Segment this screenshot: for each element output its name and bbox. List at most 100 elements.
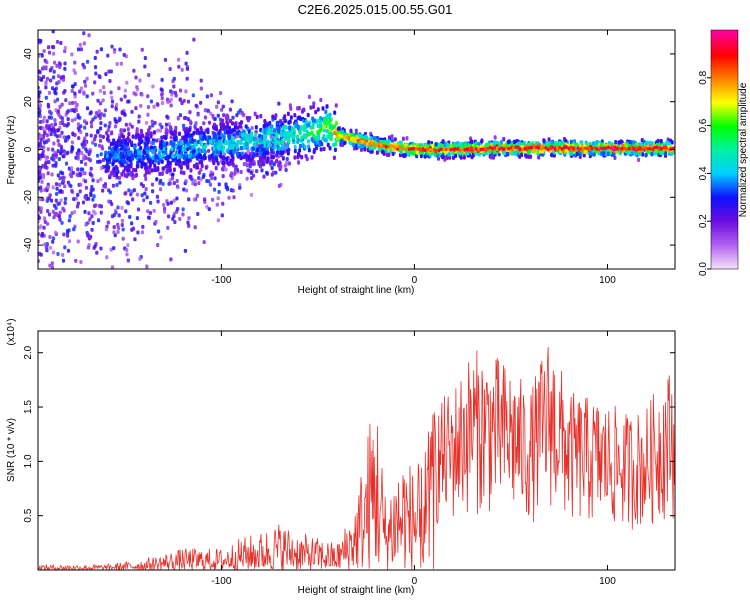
spectrogram-cell — [176, 206, 180, 211]
spectrogram-cell — [131, 167, 135, 173]
spectrogram-ridge-cell — [380, 143, 383, 147]
spectrogram-cell — [150, 119, 154, 125]
spectrogram-cell — [293, 112, 297, 118]
spectrogram-cell — [70, 211, 74, 216]
colorbar-strip — [711, 63, 738, 67]
spectrogram-cell — [263, 119, 267, 124]
spectrogram-cell — [135, 172, 139, 178]
spectrogram-cell — [165, 132, 169, 137]
spectrogram-cell — [134, 92, 138, 97]
spectrogram-cell — [498, 143, 502, 148]
spectrogram-cell — [186, 165, 190, 170]
colorbar-strip — [711, 175, 738, 178]
spectrogram-ridge-cell — [345, 134, 348, 139]
spectrogram-cell — [154, 153, 158, 158]
spectrogram-cell — [187, 216, 191, 221]
colorbar-strip — [711, 201, 738, 204]
spectrogram-cell — [59, 149, 64, 154]
spectrogram-ridge-cell — [493, 146, 497, 150]
spectrogram-cell — [195, 155, 199, 160]
spectrogram-cell — [47, 160, 51, 165]
spectrogram-cell — [339, 139, 343, 144]
spectrogram-cell — [149, 134, 153, 139]
spectrogram-cell — [188, 174, 192, 179]
spectrogram-cell — [91, 187, 95, 192]
spectrogram-cell — [184, 179, 188, 184]
spectrogram-cell — [112, 172, 116, 178]
spectrogram-cell — [160, 101, 165, 106]
spectrogram-cell — [55, 63, 59, 68]
spectrogram-cell — [120, 205, 124, 210]
spectrogram-cell — [120, 222, 124, 227]
spectrogram-cell — [131, 134, 135, 139]
colorbar-strip — [711, 167, 738, 171]
spectrogram-cell — [174, 93, 178, 98]
spectrogram-cell — [77, 136, 81, 141]
colorbar-strip — [711, 251, 738, 254]
spectrogram-ticks: -100 0 100 -40 -20 0 20 40 — [23, 30, 675, 286]
colorbar-strip — [711, 67, 738, 71]
snr-frame — [37, 330, 676, 571]
spectrogram-cell — [337, 126, 341, 131]
spectrogram-cell — [229, 150, 233, 155]
spectrogram-cell — [667, 141, 671, 146]
spectrogram-cell — [135, 127, 139, 132]
spectrogram-cell — [71, 170, 75, 175]
spectrogram-cell — [241, 136, 245, 141]
spectrogram-cell — [489, 155, 493, 160]
spectrogram-ridge-cell — [426, 147, 429, 152]
spectrogram-cell — [48, 234, 52, 239]
spectrogram-cell — [205, 204, 209, 209]
spectrogram-ridge-cell — [558, 145, 561, 150]
spectrogram-cell — [39, 252, 43, 257]
spectrogram-cell — [121, 227, 125, 232]
spectrogram-cell — [122, 52, 126, 57]
colorbar-strip — [711, 93, 738, 97]
spectrogram-cell — [293, 155, 297, 160]
spectrogram-cell — [38, 91, 41, 96]
spectrogram-cell — [140, 139, 144, 144]
snr-xtick-label: -100 — [211, 576, 231, 587]
spectrogram-cell — [99, 210, 103, 215]
spectrogram-cell — [92, 194, 96, 199]
colorbar-strip — [711, 261, 738, 264]
spectrogram-cell — [387, 152, 391, 157]
spectrogram-cell — [506, 139, 510, 145]
spectrogram-cell — [94, 203, 98, 208]
spectrogram-cell — [260, 168, 264, 173]
spectrogram-cell — [199, 177, 203, 182]
spectrogram-ridge-cell — [572, 146, 575, 151]
spectrogram-cell — [73, 117, 77, 122]
spectrogram-cell — [334, 127, 338, 132]
spectrogram-cell — [136, 207, 141, 212]
colorbar-strip — [711, 219, 738, 222]
spectrogram-cell — [120, 218, 125, 223]
spectrogram-ytick-label: -20 — [23, 190, 34, 205]
spectrogram-cell — [147, 73, 151, 78]
spectrogram-cell — [174, 161, 178, 166]
colorbar-strip — [711, 87, 738, 91]
spectrogram-cell — [44, 245, 49, 250]
colorbar-strip — [711, 113, 738, 117]
spectrogram-ridge-cell — [553, 147, 557, 152]
spectrogram-cell — [153, 167, 157, 173]
spectrogram-cell — [162, 141, 166, 146]
colorbar-strip — [711, 171, 738, 174]
spectrogram-cell — [249, 192, 254, 197]
spectrogram-cell — [349, 128, 353, 134]
spectrogram-cell — [646, 149, 650, 154]
spectrogram-cell — [56, 109, 61, 114]
spectrogram-cell — [103, 108, 107, 113]
spectrogram-cell — [120, 145, 124, 150]
spectrogram-cell — [81, 200, 86, 205]
spectrogram-cell — [602, 151, 606, 156]
spectrogram-cell — [149, 99, 154, 104]
spectrogram-cell — [56, 128, 60, 133]
spectrogram-cell — [41, 119, 45, 124]
spectrogram-cell — [328, 146, 332, 151]
spectrogram-cell — [281, 143, 285, 148]
spectrogram-cell — [284, 136, 288, 142]
spectrogram-cell — [93, 80, 97, 85]
spectrogram-cell — [51, 147, 55, 152]
spectrogram-cell — [108, 156, 112, 162]
